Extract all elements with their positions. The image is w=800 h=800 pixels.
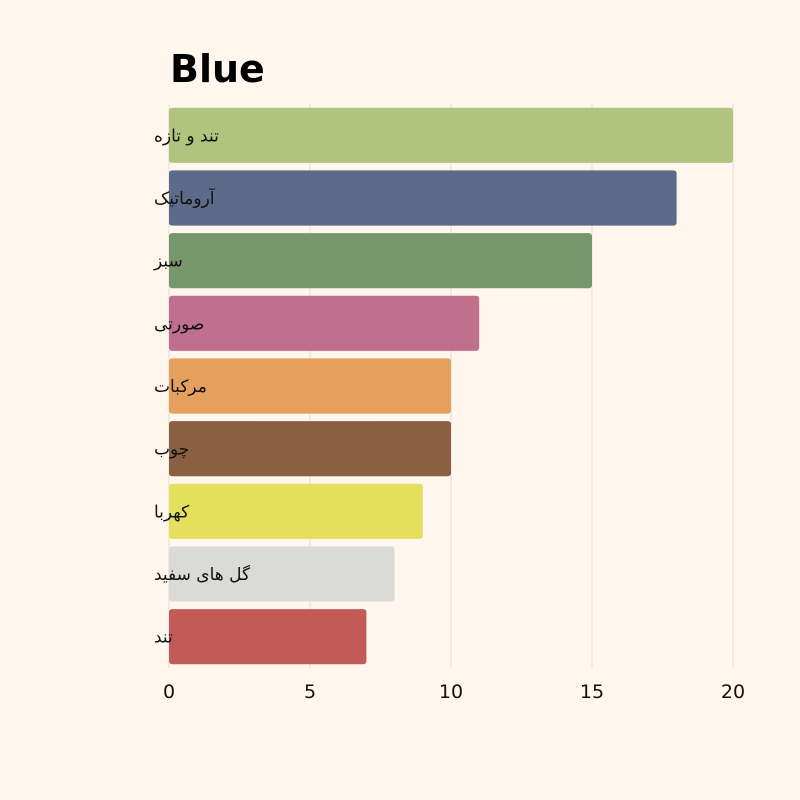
bar (169, 233, 592, 289)
bar (169, 170, 677, 226)
category-label: صورتی (154, 314, 204, 334)
bar (169, 483, 423, 539)
x-tick-label: 10 (439, 681, 463, 703)
category-label: آروماتیک (154, 187, 216, 209)
bar (169, 546, 395, 602)
bar (169, 107, 733, 163)
bar (169, 295, 480, 351)
category-label: چوب (154, 440, 189, 460)
category-labels: تند و تازه آروماتیک سبز صورتی مرکبات چوب کهربا… (153, 126, 251, 647)
bar (169, 358, 451, 414)
category-label: تند و تازه (154, 126, 219, 146)
category-label: تند (154, 628, 173, 648)
bar (169, 609, 367, 665)
bars (169, 107, 733, 665)
bar (169, 421, 451, 477)
category-label: گل های سفید (154, 564, 251, 585)
x-tick-label: 0 (163, 681, 175, 703)
category-label: کهربا (154, 502, 190, 522)
chart-title: Blue (170, 47, 265, 91)
x-axis-ticks: 0 5 10 15 20 (163, 681, 745, 703)
category-label: مرکبات (154, 377, 207, 397)
x-tick-label: 5 (304, 681, 316, 703)
category-label: سبز (153, 252, 183, 272)
x-tick-label: 15 (580, 681, 604, 703)
x-tick-label: 20 (721, 681, 745, 703)
